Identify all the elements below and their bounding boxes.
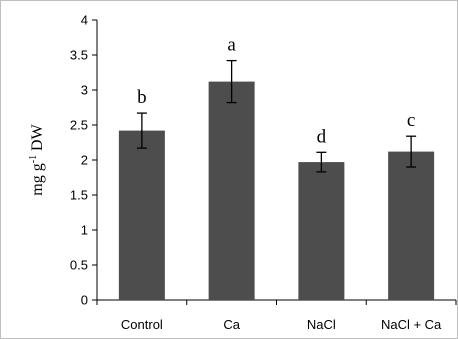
significance-letter: d	[317, 126, 327, 147]
y-tick-label: 1.5	[70, 188, 88, 203]
significance-letter: c	[407, 110, 415, 131]
y-tick-label: 0	[81, 293, 88, 308]
y-tick-label: 2	[81, 153, 88, 168]
bar	[388, 151, 435, 300]
y-tick-label: 3.5	[70, 48, 88, 63]
y-axis-title: mg g-1 DW	[28, 123, 46, 195]
category-label: NaCl	[307, 317, 336, 332]
category-label: Control	[121, 317, 163, 332]
y-axis-label: mg g-1 DW	[28, 123, 46, 195]
significance-letter: b	[137, 87, 147, 108]
y-tick-label: 1	[81, 223, 88, 238]
category-labels: Control Ca NaCl NaCl + Ca	[121, 317, 442, 332]
significance-letter: a	[227, 35, 236, 56]
significance-letters: b a d c	[137, 35, 415, 148]
y-tick-label: 0.5	[70, 258, 88, 273]
category-label: NaCl + Ca	[381, 317, 442, 332]
bar	[298, 162, 345, 300]
bar	[208, 81, 255, 300]
y-axis: 0 0.5 1 1.5 2 2.5 3 3.5 4	[70, 13, 98, 308]
y-tick-label: 2.5	[70, 118, 88, 133]
error-bars	[136, 59, 417, 173]
bars	[118, 81, 435, 300]
y-tick-label: 4	[81, 13, 88, 28]
bar	[118, 130, 165, 300]
y-tick-label: 3	[81, 83, 88, 98]
category-label: Ca	[223, 317, 240, 332]
